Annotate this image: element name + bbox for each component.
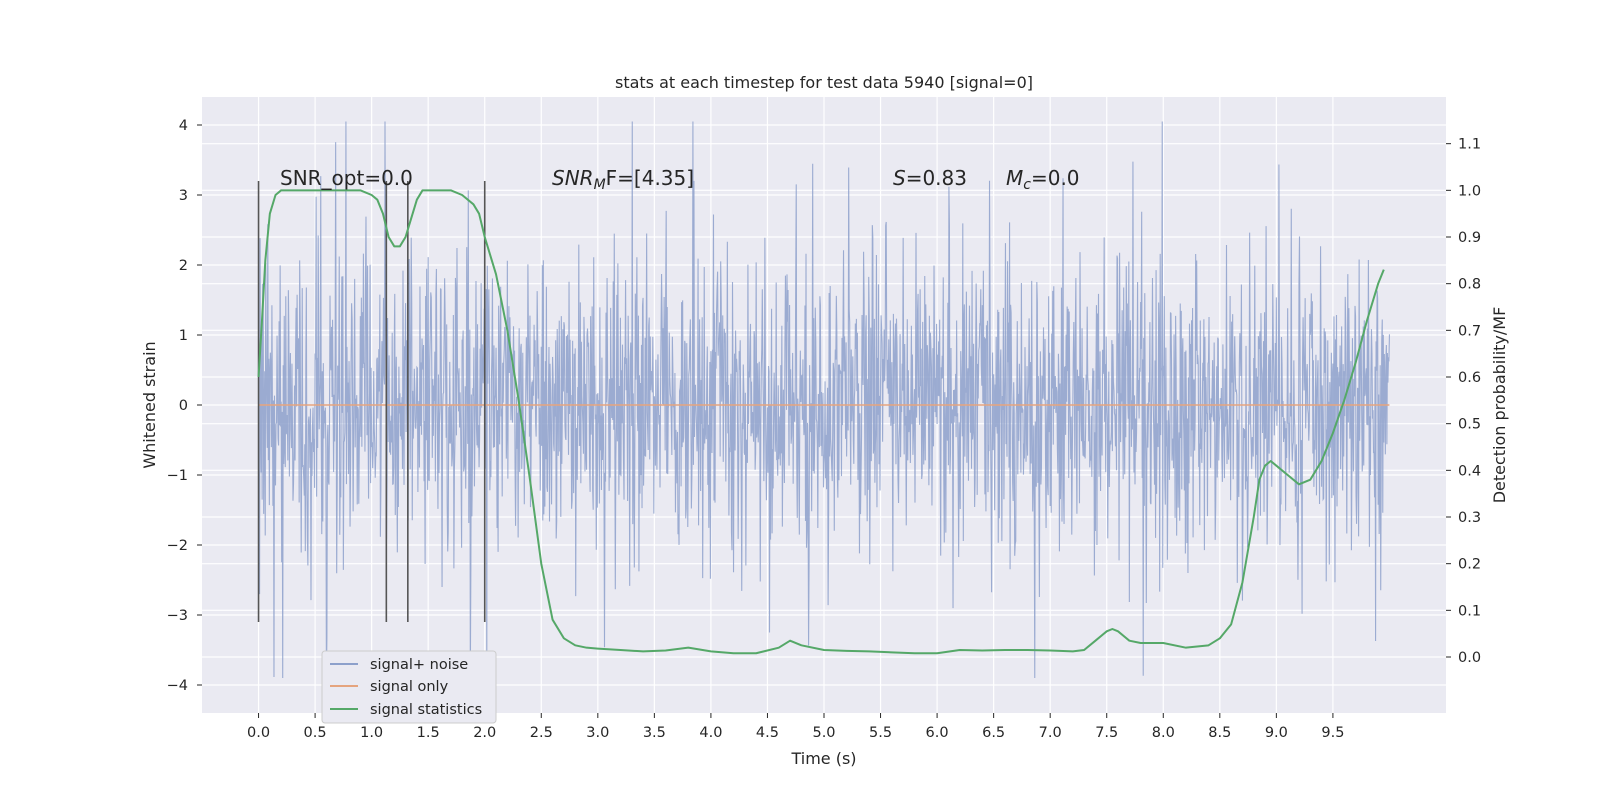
right-y-ticks: 1.1 1.0 0.9 0.8 0.7 0.6 0.5 0.4 0.3 0.2 0.1 0.0 bbox=[1446, 137, 1481, 666]
annotation-snr-mf: SNRMF=[4.35] bbox=[552, 166, 694, 193]
annotation-snr-mf-label: SNR bbox=[552, 166, 594, 190]
legend-label-signal-statistics: signal statistics bbox=[370, 702, 482, 718]
right-y-tick-label: 0.1 bbox=[1458, 603, 1481, 619]
right-y-tick-label: 0.8 bbox=[1458, 277, 1481, 293]
left-y-tick-label: 0 bbox=[179, 398, 188, 414]
right-y-axis-label: Detection probability/MF bbox=[1490, 307, 1509, 504]
right-y-tick-label: 0.4 bbox=[1458, 463, 1481, 479]
right-y-tick-label: 0.9 bbox=[1458, 230, 1481, 246]
x-tick-label: 6.5 bbox=[982, 725, 1005, 741]
x-tick-label: 6.0 bbox=[926, 725, 949, 741]
left-y-tick-label: 3 bbox=[179, 188, 188, 204]
x-axis-label: Time (s) bbox=[790, 749, 856, 768]
x-ticks: 0.0 0.5 1.0 1.5 2.0 2.5 3.0 3.5 4.0 4.5 5.0 5.5 6.0 6… bbox=[247, 713, 1344, 741]
left-y-tick-label: −3 bbox=[167, 608, 188, 624]
right-y-tick-label: 0.3 bbox=[1458, 510, 1481, 526]
x-tick-label: 9.5 bbox=[1321, 725, 1344, 741]
signal-statistics-line bbox=[257, 189, 1385, 655]
signal-statistics-series bbox=[257, 189, 1385, 655]
x-tick-label: 2.0 bbox=[473, 725, 496, 741]
x-tick-label: 1.5 bbox=[417, 725, 440, 741]
left-y-tick-label: −4 bbox=[167, 678, 188, 694]
annotation-snr-opt: SNR_opt=0.0 bbox=[280, 166, 413, 190]
left-y-tick-label: 2 bbox=[179, 258, 188, 274]
annotation-s-value: =0.83 bbox=[906, 166, 967, 190]
x-tick-label: 1.0 bbox=[360, 725, 383, 741]
annotation-s-label: S bbox=[893, 166, 906, 190]
right-y-tick-label: 0.7 bbox=[1458, 323, 1481, 339]
right-y-tick-label: 0.2 bbox=[1458, 557, 1481, 573]
x-tick-label: 7.5 bbox=[1095, 725, 1118, 741]
x-tick-label: 8.0 bbox=[1152, 725, 1175, 741]
legend-label-signal-only: signal only bbox=[370, 679, 449, 695]
left-y-axis-label: Whitened strain bbox=[140, 341, 159, 468]
left-y-ticks: 4 3 2 1 0 −1 −2 −3 −4 bbox=[167, 118, 202, 694]
left-y-tick-label: −1 bbox=[167, 468, 188, 484]
x-tick-label: 2.5 bbox=[530, 725, 553, 741]
x-tick-label: 4.0 bbox=[699, 725, 722, 741]
x-tick-label: 5.5 bbox=[869, 725, 892, 741]
annotation-snr-mf-value: F=[4.35] bbox=[606, 166, 694, 190]
legend-label-signal-noise: signal+ noise bbox=[370, 657, 468, 673]
right-y-tick-label: 0.0 bbox=[1458, 650, 1481, 666]
x-tick-label: 0.0 bbox=[247, 725, 270, 741]
right-y-tick-label: 1.0 bbox=[1458, 183, 1481, 199]
x-tick-label: 3.0 bbox=[586, 725, 609, 741]
annotation-mc-sub: c bbox=[1023, 177, 1031, 193]
annotation-mc-value: =0.0 bbox=[1031, 166, 1080, 190]
chart-title: stats at each timestep for test data 594… bbox=[615, 73, 1033, 92]
left-y-tick-label: 4 bbox=[179, 118, 188, 134]
signal-noise-line bbox=[258, 121, 1390, 679]
x-tick-label: 3.5 bbox=[643, 725, 666, 741]
x-tick-label: 4.5 bbox=[756, 725, 779, 741]
right-y-tick-label: 1.1 bbox=[1458, 137, 1481, 153]
annotation-snr-mf-sub: M bbox=[594, 177, 606, 193]
left-y-tick-label: 1 bbox=[179, 328, 188, 344]
left-y-tick-label: −2 bbox=[167, 538, 188, 554]
annotation-mc: Mc=0.0 bbox=[1006, 166, 1080, 193]
x-tick-label: 7.0 bbox=[1039, 725, 1062, 741]
annotation-mc-label: M bbox=[1006, 166, 1023, 190]
right-y-tick-label: 0.5 bbox=[1458, 417, 1481, 433]
x-tick-label: 9.0 bbox=[1265, 725, 1288, 741]
vertical-markers bbox=[257, 181, 486, 622]
legend-box bbox=[321, 650, 497, 724]
annotation-s: S=0.83 bbox=[893, 166, 967, 190]
x-tick-label: 5.0 bbox=[812, 725, 835, 741]
signal-noise-series bbox=[258, 121, 1390, 679]
x-tick-label: 8.5 bbox=[1208, 725, 1231, 741]
right-y-tick-label: 0.6 bbox=[1458, 370, 1481, 386]
legend: signal+ noise signal only signal statist… bbox=[321, 650, 497, 724]
x-tick-label: 0.5 bbox=[304, 725, 327, 741]
